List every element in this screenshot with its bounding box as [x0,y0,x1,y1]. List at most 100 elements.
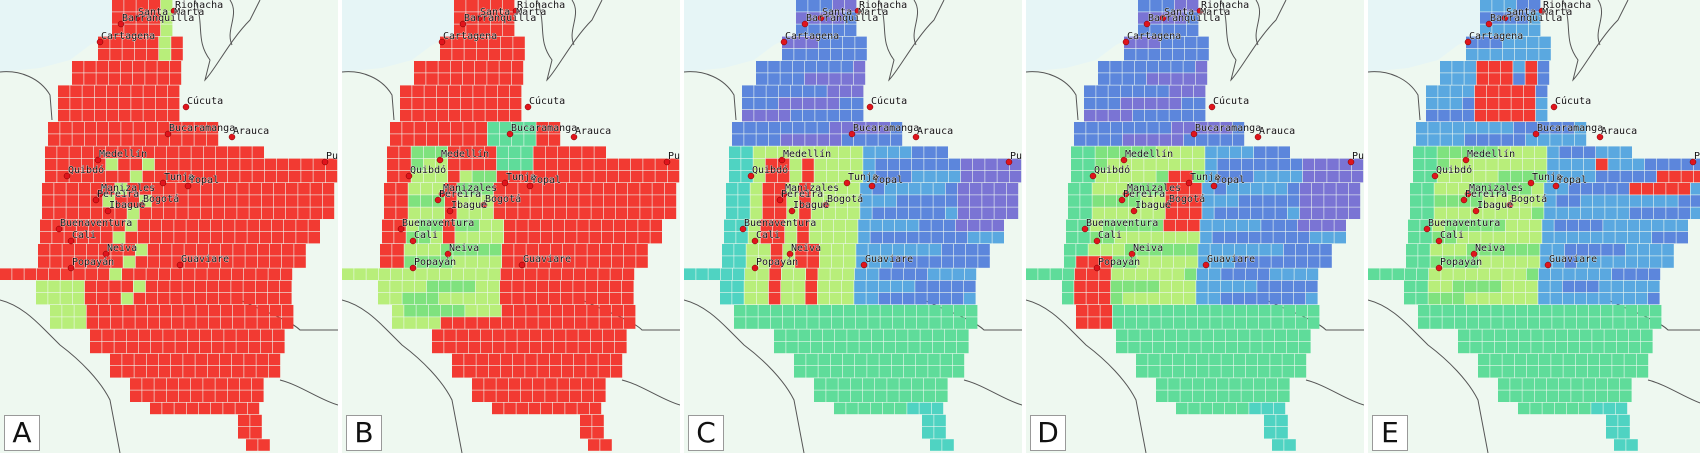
grid-cell [166,378,179,390]
grid-cell [570,146,582,158]
grid-cell [862,378,875,390]
grid-cell [465,317,477,329]
grid-cell [774,341,786,354]
grid-cell [1442,305,1454,317]
grid-cell [521,170,533,183]
grid-cell [1489,280,1501,293]
grid-cell [1498,170,1510,183]
grid-cell [496,146,509,158]
grid-cell [807,317,819,329]
grid-cell [469,195,481,207]
grid-cell [1116,329,1128,341]
grid-cell [1605,207,1617,219]
grid-cell [206,122,219,134]
grid-cell [793,122,805,134]
grid-cell [573,292,585,305]
grid-cell [855,366,867,378]
grid-cell [611,244,624,256]
grid-cell [790,170,802,183]
grid-cell [842,268,855,280]
grid-cell [115,195,127,207]
grid-cell [831,244,844,256]
grid-cell [1554,402,1567,415]
grid-cell [1202,183,1214,195]
grid-cell [1226,195,1239,207]
grid-cell [1546,378,1559,390]
grid-cell [178,390,191,402]
grid-cell [84,292,97,305]
grid-cell [1554,231,1566,244]
grid-cell [802,170,814,183]
grid-cell [1250,341,1262,354]
grid-cell [1107,158,1120,171]
grid-cell [1095,170,1107,183]
grid-cell [1476,73,1489,85]
city-marker [397,225,405,233]
grid-cell [1506,341,1519,354]
grid-cell [221,244,233,256]
grid-cell [85,268,97,280]
grid-cell [1232,122,1245,134]
grid-cell [1650,244,1662,256]
grid-cell [1503,305,1515,317]
grid-cell [795,244,807,256]
grid-cell [1652,231,1664,244]
grid-cell [1233,353,1246,366]
grid-cell [1295,256,1308,268]
grid-cell [952,366,965,378]
grid-cell [476,48,489,61]
grid-cell [113,231,125,244]
grid-cell [1583,170,1596,183]
grid-cell [597,292,610,305]
grid-cell [122,268,134,280]
grid-cell [1245,280,1257,293]
grid-cell [215,146,228,158]
grid-cell [1626,439,1638,451]
grid-cell [502,12,515,24]
grid-cell [875,390,887,402]
grid-cell [1259,244,1271,256]
grid-cell [424,85,436,97]
grid-cell [1547,170,1559,183]
grid-cell [854,292,866,305]
grid-cell [504,219,516,232]
grid-cell [160,12,173,24]
grid-cell [1413,170,1425,183]
city-label: Cali [72,230,96,241]
grid-cell [960,170,973,183]
grid-cell [411,158,423,171]
grid-cell [436,97,449,110]
grid-cell [1148,268,1160,280]
grid-cell [74,317,86,329]
grid-cell [452,36,464,49]
grid-cell [472,170,484,183]
country-border-line [684,299,805,453]
grid-cell [256,353,268,366]
grid-cell [1519,341,1531,354]
grid-cell [236,329,248,341]
city-label: Cartagena [785,31,839,42]
city-marker [1164,201,1172,209]
grid-cell [965,317,978,329]
grid-cell [146,353,159,366]
grid-cell [103,183,115,195]
grid-cell [1088,244,1100,256]
grid-cell [64,219,76,232]
grid-cell [402,122,414,134]
grid-cell [1636,268,1648,280]
grid-cell [86,256,99,268]
grid-cell [448,97,461,110]
grid-cell [856,256,868,268]
grid-cell [835,329,847,341]
grid-cell [426,134,439,146]
grid-cell [579,195,591,207]
grid-cell [392,256,404,268]
grid-cell [765,170,778,183]
grid-cell [545,158,558,171]
city-label: Cali [1098,230,1122,241]
grid-cell [1442,317,1454,329]
country-border-line [1597,0,1603,46]
grid-cell [953,244,966,256]
city-label: Riohacha [517,0,565,11]
grid-cell [233,256,245,268]
